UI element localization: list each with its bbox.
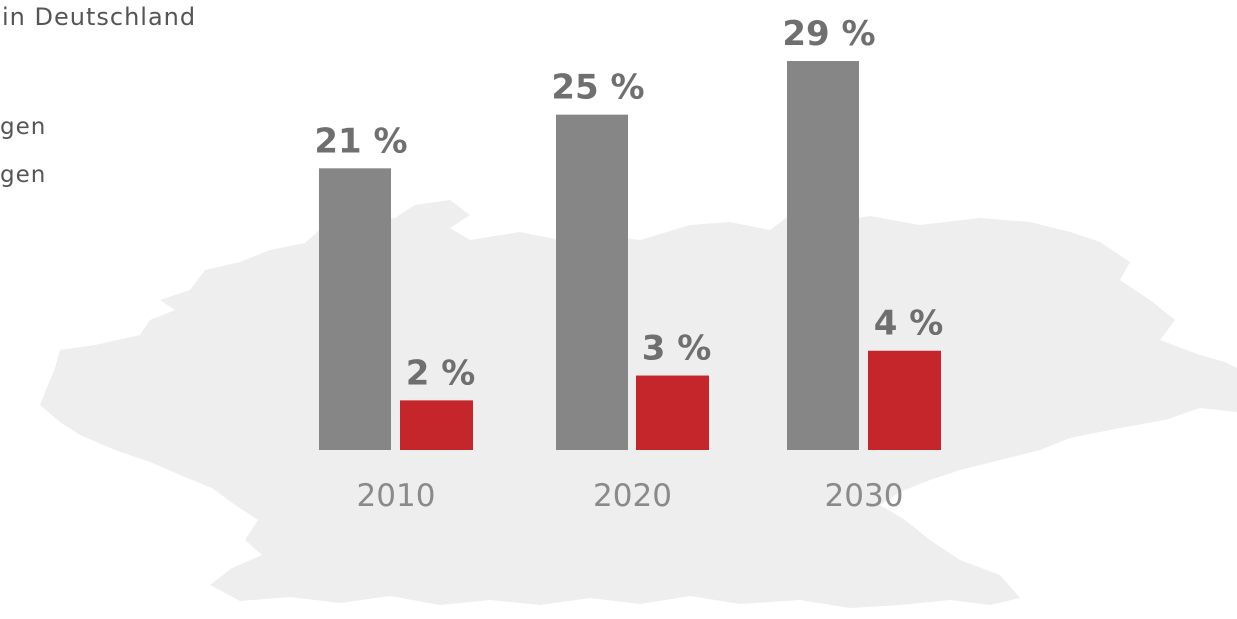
value-label-red-2010: 2 % [406, 353, 476, 393]
year-label-2020: 2020 [593, 478, 672, 514]
year-label-2010: 2010 [357, 478, 436, 514]
bar-gray-2020 [556, 114, 628, 450]
value-label-gray-2020: 25 % [551, 68, 644, 108]
value-label-gray-2030: 29 % [782, 14, 875, 54]
bar-gray-2010 [319, 168, 391, 450]
bar-red-2020 [636, 375, 709, 450]
bar-gray-2030 [787, 61, 859, 450]
legend-fragment-1: gen [0, 114, 47, 140]
value-label-red-2030: 4 % [874, 304, 944, 344]
year-label-2030: 2030 [825, 478, 904, 514]
bar-red-2030 [868, 350, 941, 450]
value-label-gray-2010: 21 % [314, 121, 407, 161]
chart-title-fragment: in Deutschland [2, 3, 197, 31]
legend-fragment-2: gen [0, 162, 47, 188]
bar-red-2010 [400, 400, 473, 450]
value-label-red-2020: 3 % [642, 329, 712, 369]
